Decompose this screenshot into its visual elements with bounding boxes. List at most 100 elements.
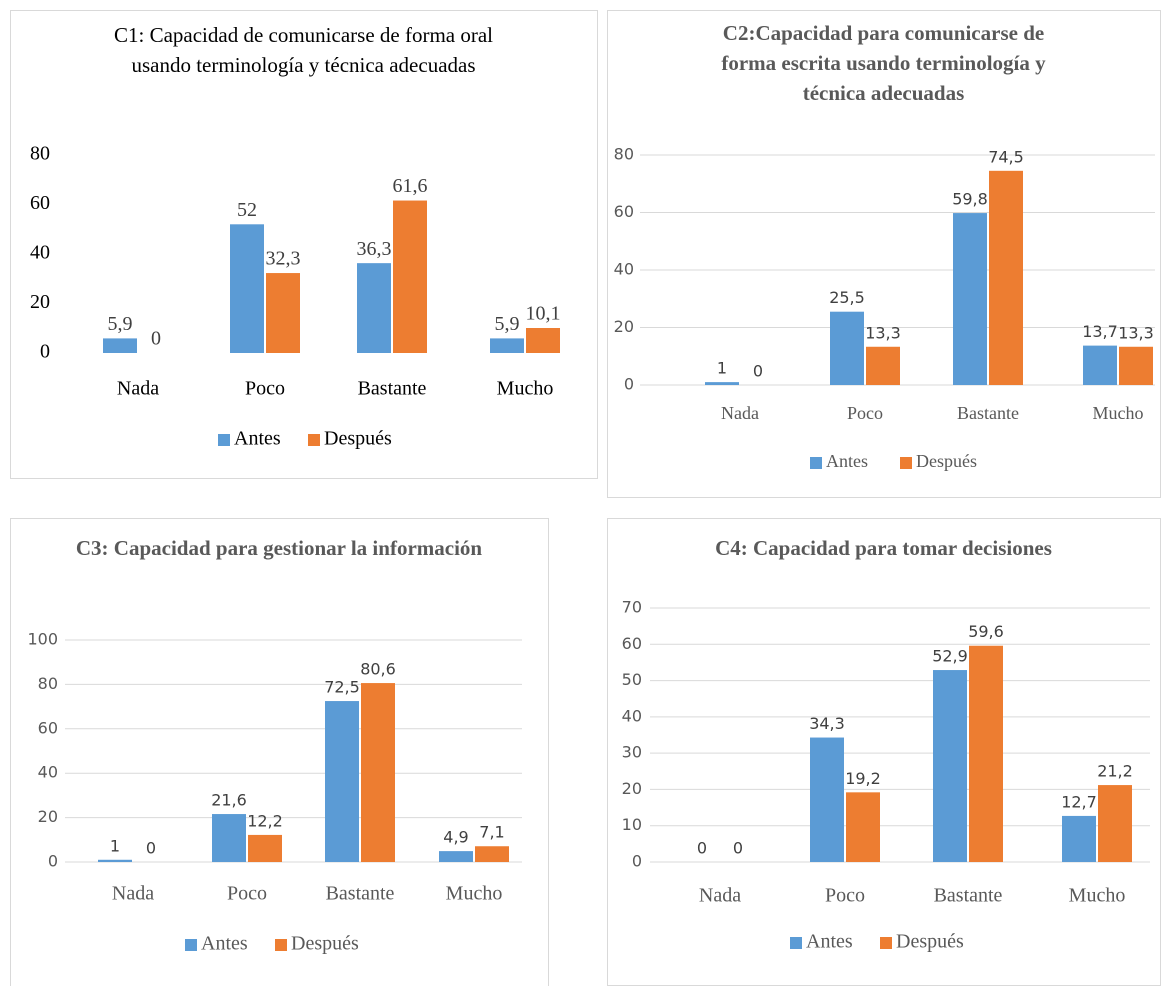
data-label: 0 [733, 839, 743, 858]
legend-label: Después [896, 931, 964, 953]
legend-label: Antes [201, 933, 248, 955]
bar [361, 683, 395, 862]
y-tick-label: 0 [624, 375, 634, 394]
panel-border [10, 10, 598, 479]
x-tick-label: Poco [825, 885, 865, 907]
x-tick-label: Poco [245, 378, 285, 400]
chart-title: C4: Capacidad para tomar decisiones [715, 536, 1052, 560]
data-label: 12,7 [1061, 792, 1097, 811]
data-label: 59,6 [968, 622, 1004, 641]
bar [266, 273, 300, 353]
legend-swatch [185, 939, 197, 951]
data-label: 4,9 [443, 828, 468, 847]
chart-title: C3: Capacidad para gestionar la informac… [75, 536, 483, 560]
legend-swatch [900, 457, 912, 469]
data-label: 72,5 [324, 678, 360, 697]
y-tick-label: 80 [614, 145, 634, 164]
data-label: 13,3 [865, 323, 901, 342]
bar [989, 170, 1023, 385]
y-tick-label: 20 [30, 291, 50, 313]
legend-label: Después [324, 428, 392, 450]
data-label: 7,1 [479, 823, 504, 842]
data-label: 12,2 [247, 811, 283, 830]
data-label: 21,6 [211, 791, 247, 810]
panel-border [607, 518, 1161, 986]
data-label: 25,5 [829, 288, 865, 307]
x-tick-label: Bastante [326, 883, 395, 905]
data-label: 80,6 [360, 660, 396, 679]
y-tick-label: 80 [30, 143, 50, 165]
panel-border [10, 518, 549, 986]
data-label: 13,7 [1082, 322, 1118, 341]
y-tick-label: 30 [622, 743, 642, 762]
bar [810, 737, 844, 862]
legend-swatch [810, 457, 822, 469]
y-tick-label: 40 [30, 242, 50, 264]
x-tick-label: Bastante [957, 403, 1019, 423]
data-label: 0 [146, 839, 156, 858]
data-label: 74,5 [988, 147, 1024, 166]
legend-label: Antes [806, 931, 853, 953]
bar [866, 346, 900, 385]
x-tick-label: Nada [117, 378, 159, 400]
bar [357, 263, 391, 353]
bar [439, 851, 473, 862]
legend-label: Antes [234, 428, 281, 450]
data-label: 0 [697, 839, 707, 858]
y-tick-label: 40 [614, 260, 634, 279]
x-tick-label: Bastante [934, 885, 1003, 907]
data-label: 52 [237, 199, 257, 221]
y-tick-label: 0 [48, 852, 58, 871]
bar [933, 670, 967, 862]
chart-title: C1: Capacidad de comunicarse de forma or… [113, 23, 493, 77]
x-tick-label: Mucho [1069, 885, 1126, 907]
y-tick-label: 20 [38, 807, 58, 826]
y-tick-label: 20 [614, 317, 634, 336]
chart-title: C2:Capacidad para comunicarse de forma e… [721, 21, 1046, 105]
bar [705, 382, 739, 385]
x-tick-label: Poco [227, 883, 267, 905]
legend-label: Después [916, 451, 977, 471]
bar [846, 792, 880, 862]
y-tick-label: 80 [38, 674, 58, 693]
bar [969, 645, 1003, 862]
x-tick-label: Mucho [446, 883, 503, 905]
bar [230, 224, 264, 353]
data-label: 10,1 [526, 303, 561, 325]
x-tick-label: Poco [847, 403, 883, 423]
bar [526, 328, 560, 353]
bar [490, 338, 524, 353]
bar [1119, 346, 1153, 385]
bar [1098, 785, 1132, 862]
x-tick-label: Nada [699, 885, 741, 907]
legend-swatch [880, 937, 892, 949]
data-label: 1 [110, 836, 120, 855]
y-tick-label: 40 [622, 706, 642, 725]
bar [393, 200, 427, 353]
x-tick-label: Mucho [497, 378, 554, 400]
legend-label: Antes [826, 451, 868, 471]
data-label: 32,3 [266, 248, 301, 270]
legend-swatch [308, 434, 320, 446]
data-label: 5,9 [108, 313, 133, 335]
bar [1062, 815, 1096, 862]
bar [830, 311, 864, 385]
data-label: 34,3 [809, 714, 845, 733]
data-label: 52,9 [932, 647, 968, 666]
y-tick-label: 100 [27, 630, 58, 649]
legend-swatch [218, 434, 230, 446]
data-label: 0 [151, 328, 161, 350]
y-tick-label: 0 [40, 341, 50, 363]
bar [103, 338, 137, 353]
bar [1083, 345, 1117, 385]
data-label: 5,9 [495, 313, 520, 335]
data-label: 1 [717, 359, 727, 378]
y-tick-label: 20 [622, 779, 642, 798]
bar [98, 859, 132, 862]
bar [475, 846, 509, 862]
y-tick-label: 60 [614, 202, 634, 221]
legend-swatch [275, 939, 287, 951]
x-tick-label: Nada [112, 883, 154, 905]
y-tick-label: 60 [30, 192, 50, 214]
